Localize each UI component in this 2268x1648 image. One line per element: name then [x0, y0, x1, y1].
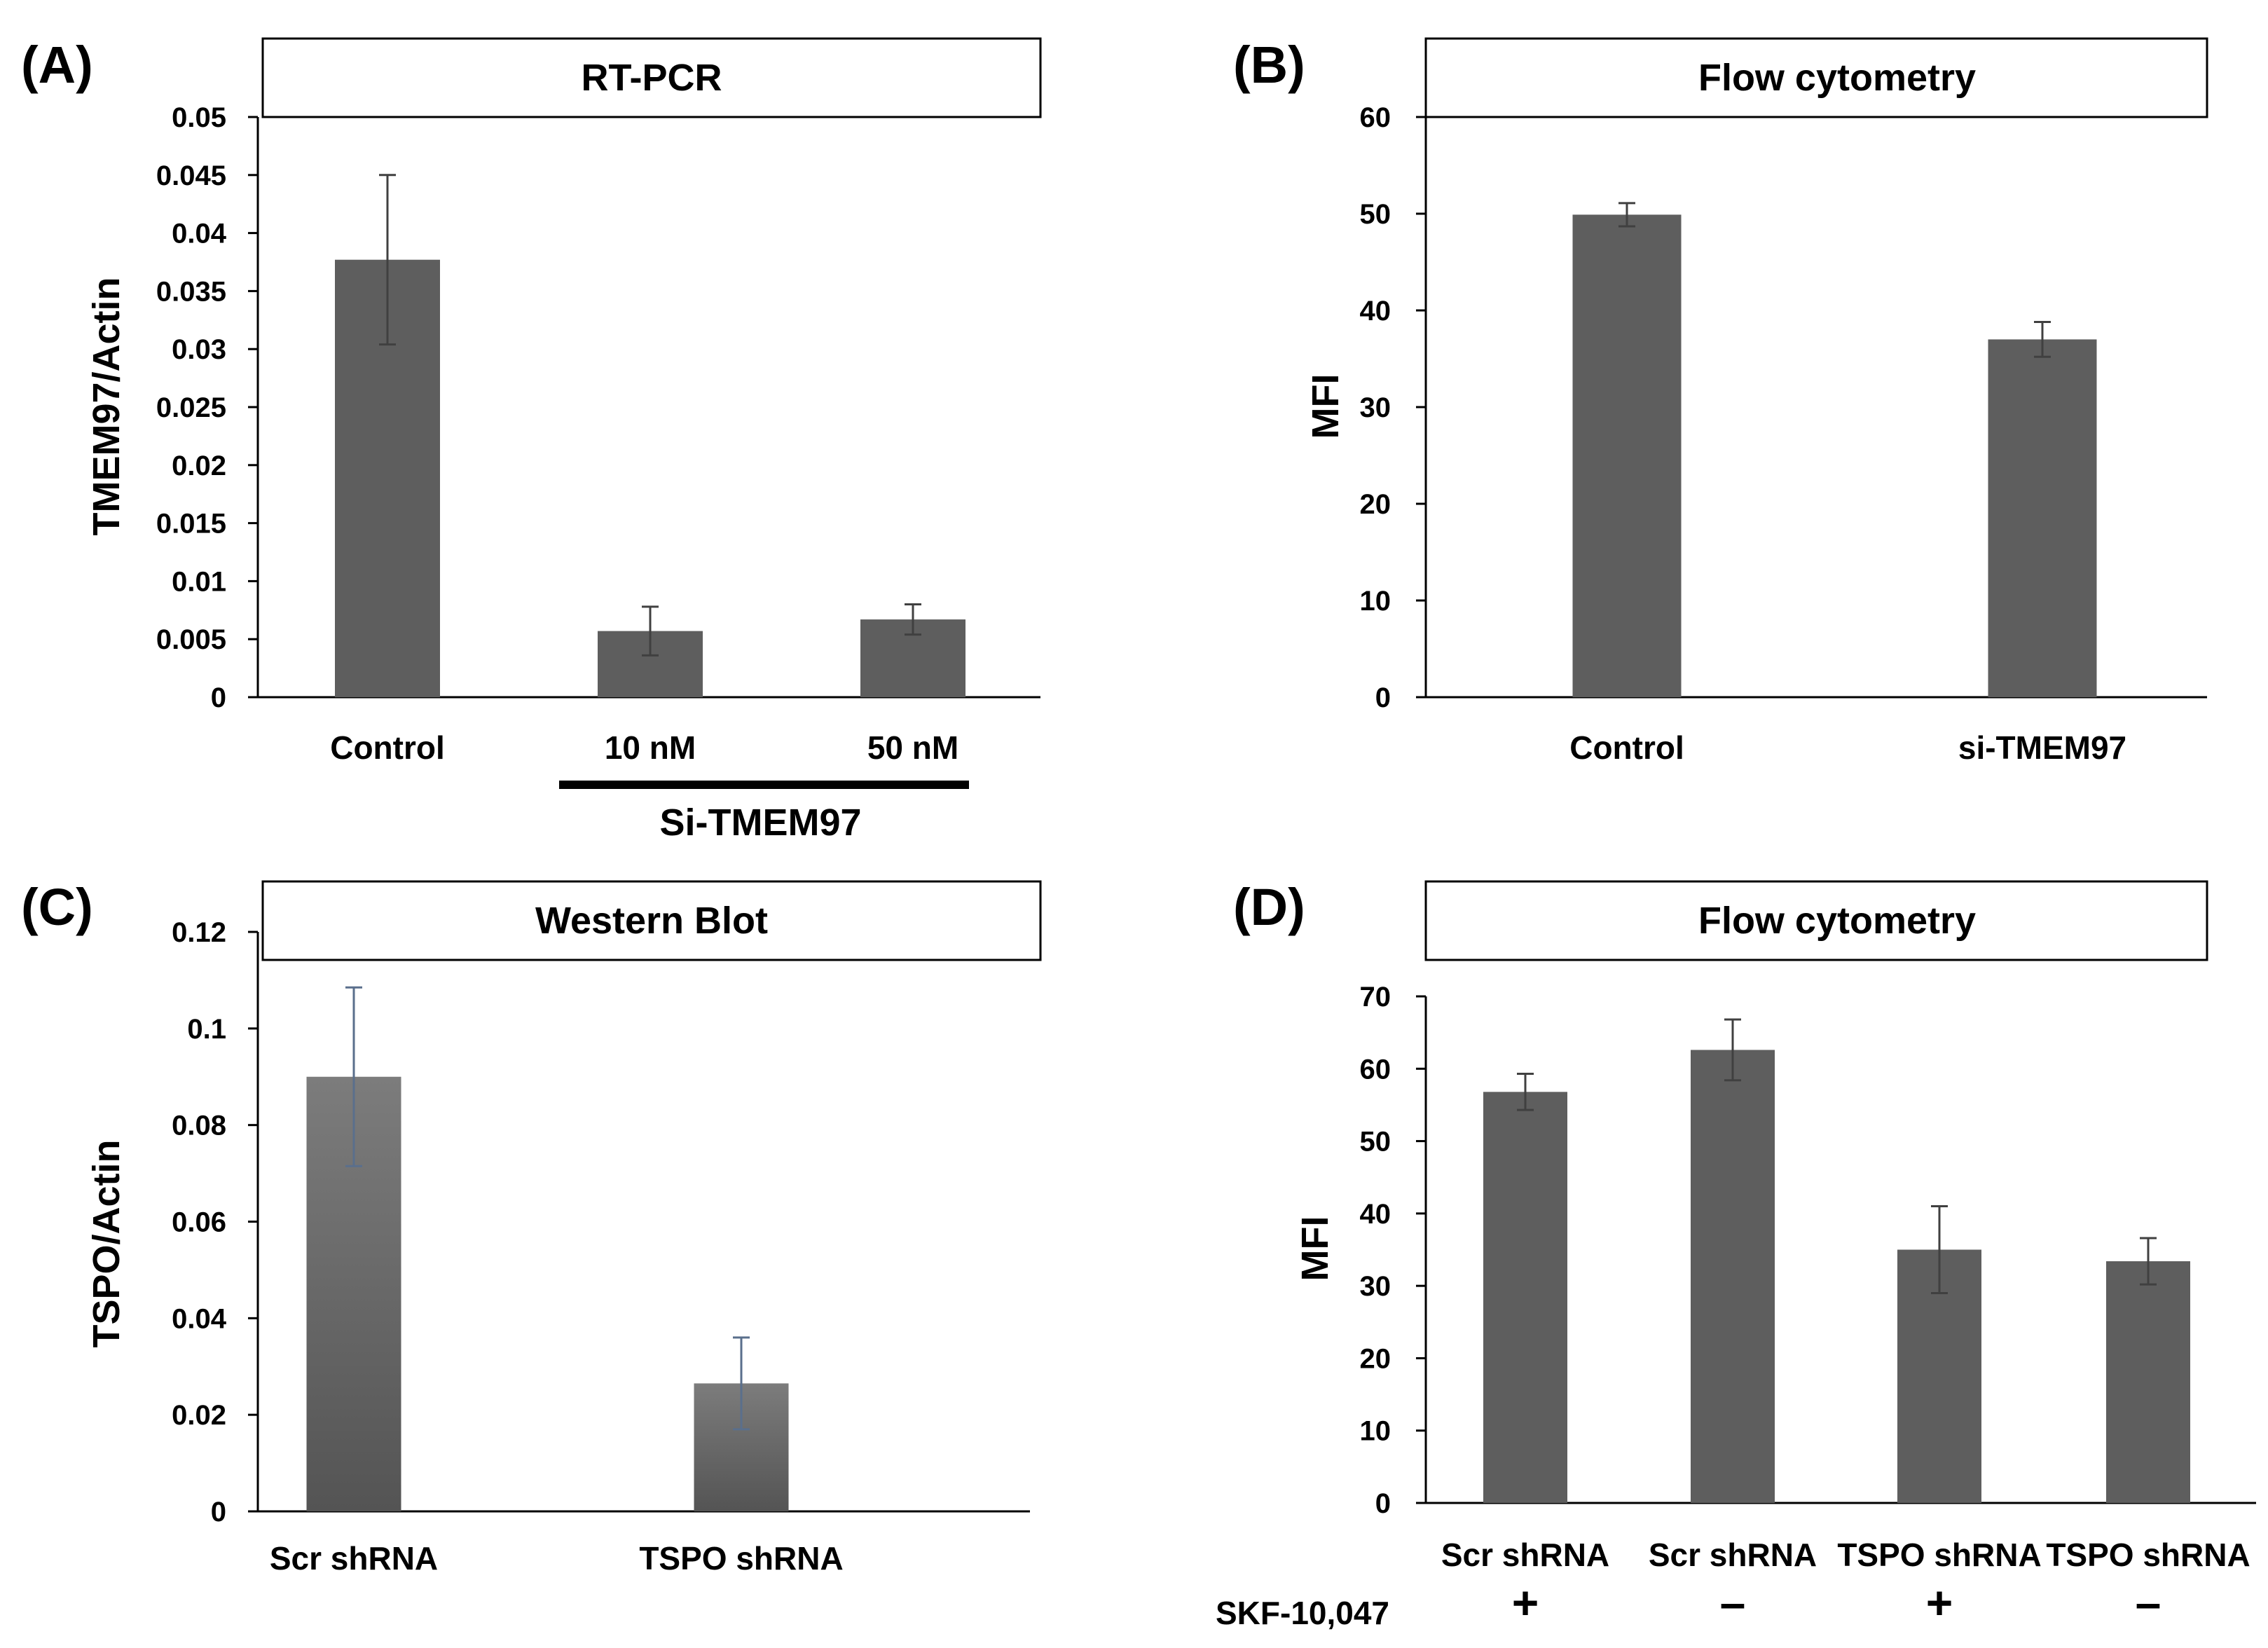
y-tick-label: 0.045	[156, 160, 226, 191]
treatment-sign: +	[1512, 1577, 1539, 1628]
y-tick-label: 30	[1360, 392, 1391, 423]
y-tick-label: 40	[1360, 1199, 1391, 1230]
x-tick-label: Scr shRNA	[1649, 1537, 1817, 1573]
x-tick-label: Control	[330, 729, 445, 766]
x-tick-label: 10 nM	[605, 729, 696, 766]
y-tick-label: 0.02	[172, 451, 226, 481]
y-tick-label: 60	[1360, 1054, 1391, 1085]
treatment-label: SKF-10,047	[1216, 1595, 1389, 1631]
y-tick-label: 0.02	[172, 1400, 226, 1431]
y-tick-label: 20	[1360, 489, 1391, 520]
panel-b: (B) Flow cytometry 0 10 20 30 40 50 60 MFI Control…	[1233, 36, 2208, 766]
bar	[1483, 1092, 1567, 1503]
y-tick-label: 20	[1360, 1343, 1391, 1374]
y-tick-label: 0.04	[172, 1303, 227, 1334]
y-axis-label: TSPO/Actin	[85, 1139, 128, 1347]
panel-c: (C) Western Blot 0 0.02 0.04 0.06 0.08 0.1 0.12 T…	[21, 878, 1042, 1577]
bar	[1988, 339, 2097, 697]
x-tick-label: TSPO shRNA	[2046, 1537, 2250, 1573]
y-tick-label: 0.08	[172, 1111, 226, 1141]
x-tick-label: 50 nM	[867, 729, 958, 766]
x-tick-label: TSPO shRNA	[1837, 1537, 2041, 1573]
title-box	[261, 880, 1042, 961]
x-tick-label: si-TMEM97	[1958, 729, 2126, 766]
chart-title: Flow cytometry	[1698, 57, 1976, 99]
y-axis-label: MFI	[1294, 1216, 1336, 1282]
y-tick-label: 0.06	[172, 1207, 226, 1238]
x-tick-label: Scr shRNA	[1441, 1537, 1609, 1573]
y-axis-label: TMEM97/Actin	[85, 277, 128, 535]
y-tick-label: 10	[1360, 1416, 1391, 1447]
y-tick-label: 0.12	[172, 917, 226, 948]
y-tick-label: 0.03	[172, 334, 226, 365]
panel-a: (A) RT-PCR 0 0.005 0.01 0.015 0.02 0.025 0.03 0.0…	[21, 36, 1042, 844]
y-tick-label: 0	[1375, 682, 1391, 713]
panel-label: (D)	[1233, 878, 1305, 936]
y-tick-label: 0.015	[156, 509, 226, 540]
treatment-sign: –	[2136, 1577, 2162, 1628]
treatment-sign: –	[1720, 1577, 1746, 1628]
y-tick-label: 0.05	[172, 102, 226, 133]
y-tick-label: 10	[1360, 586, 1391, 617]
y-tick-label: 40	[1360, 296, 1391, 327]
x-tick-label: Scr shRNA	[270, 1540, 438, 1577]
title-box	[261, 37, 1042, 118]
x-tick-label: TSPO shRNA	[639, 1540, 843, 1577]
chart-title: Flow cytometry	[1698, 900, 1976, 942]
y-tick-label: 0.1	[187, 1014, 226, 1045]
panel-label: (B)	[1233, 36, 1305, 94]
y-tick-label: 70	[1360, 982, 1391, 1012]
y-tick-label: 0.035	[156, 276, 226, 307]
y-tick-label: 0.04	[172, 219, 227, 249]
y-tick-label: 0	[211, 1497, 226, 1527]
y-tick-label: 60	[1360, 102, 1391, 133]
group-label: Si-TMEM97	[659, 802, 861, 844]
bar	[1572, 214, 1682, 697]
y-tick-label: 0.01	[172, 566, 226, 597]
title-box	[1424, 880, 2208, 961]
panel-label: (C)	[21, 878, 93, 936]
panel-d: (D) Flow cytometry 0 10 20 30 40 50 60 70 MFI Scr s…	[1216, 878, 2256, 1631]
y-tick-label: 0.005	[156, 624, 226, 655]
treatment-sign: +	[1926, 1577, 1953, 1628]
y-tick-label: 30	[1360, 1271, 1391, 1302]
chart-title: Western Blot	[535, 900, 768, 942]
y-tick-label: 0	[211, 682, 226, 713]
bar	[2106, 1261, 2190, 1503]
y-tick-label: 0.025	[156, 392, 226, 423]
title-box	[1424, 37, 2208, 118]
panel-label: (A)	[21, 36, 93, 94]
y-tick-label: 0	[1375, 1488, 1391, 1519]
chart-title: RT-PCR	[582, 57, 722, 99]
x-tick-label: Control	[1569, 729, 1684, 766]
y-tick-label: 50	[1360, 199, 1391, 230]
y-tick-label: 50	[1360, 1127, 1391, 1158]
bar	[1691, 1050, 1775, 1503]
y-axis-label: MFI	[1305, 374, 1347, 439]
